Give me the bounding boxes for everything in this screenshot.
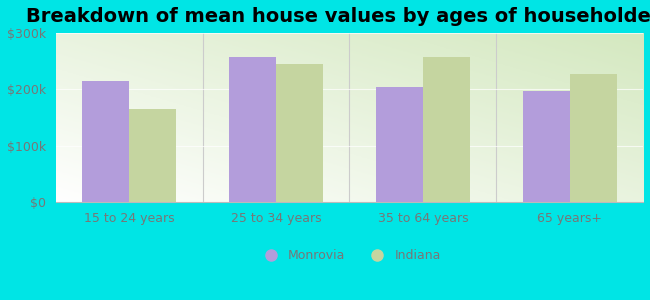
Bar bbox=[569, 74, 617, 202]
Legend: Monrovia, Indiana: Monrovia, Indiana bbox=[253, 244, 446, 267]
Bar bbox=[229, 57, 276, 202]
Bar bbox=[376, 87, 423, 202]
Title: Breakdown of mean house values by ages of householders: Breakdown of mean house values by ages o… bbox=[27, 7, 650, 26]
Bar bbox=[82, 81, 129, 202]
Bar bbox=[423, 57, 470, 202]
Bar bbox=[523, 91, 569, 202]
Bar bbox=[276, 64, 323, 202]
Bar bbox=[129, 109, 176, 202]
